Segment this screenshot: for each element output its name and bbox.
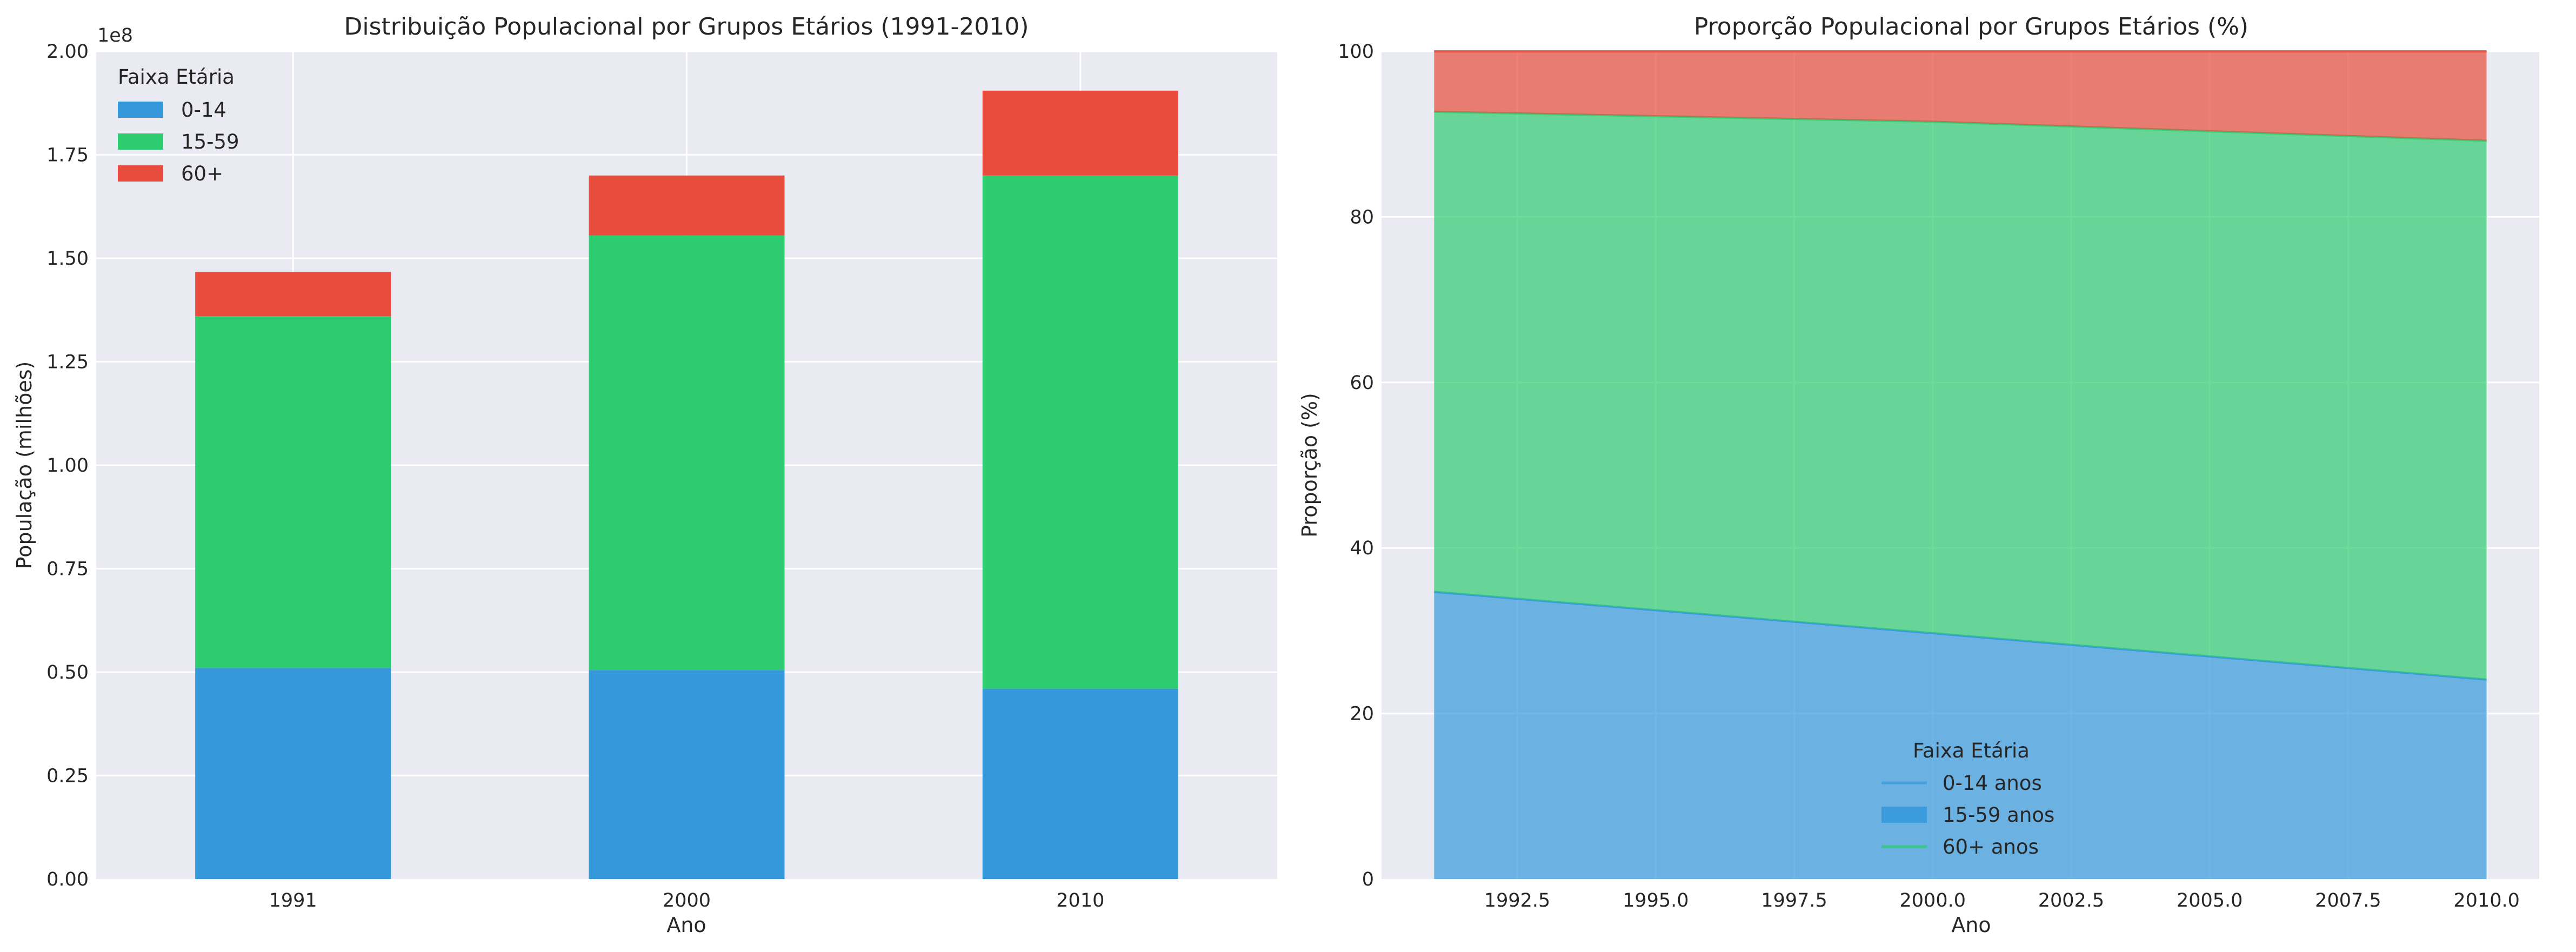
bar-segment-0-14-1991 bbox=[195, 668, 391, 879]
bar-segment-60plus-2000 bbox=[589, 175, 785, 236]
area-marks bbox=[1434, 50, 2487, 879]
area-x-tick-labels: 1992.5 1995.0 1997.5 2000.0 2002.5 2005.0 2007… bbox=[1484, 890, 2520, 911]
bar-legend-swatch-60plus bbox=[118, 165, 163, 182]
bar-x-tick-label: 1991 bbox=[269, 890, 317, 911]
bar-y-tick-label: 1.00 bbox=[46, 455, 89, 477]
bar-x-tick-labels: 1991 2000 2010 bbox=[269, 890, 1105, 911]
bar-x-tick-label: 2000 bbox=[663, 890, 711, 911]
area-band-15-59-anos bbox=[1434, 111, 2487, 680]
bar-y-offset-text: 1e8 bbox=[97, 25, 133, 46]
bar-y-tick-label: 1.25 bbox=[46, 352, 89, 373]
area-y-tick-label: 80 bbox=[1350, 206, 1374, 228]
bar-x-axis-label: Ano bbox=[666, 913, 706, 937]
area-y-tick-label: 20 bbox=[1350, 703, 1374, 725]
bar-segment-0-14-2010 bbox=[982, 688, 1178, 879]
area-legend-swatch-15-59 bbox=[1881, 807, 1927, 823]
area-x-tick-label: 2007.5 bbox=[2315, 890, 2381, 911]
bar-y-tick-label: 1.50 bbox=[46, 248, 89, 270]
area-band-0-14-anos bbox=[1434, 592, 2487, 879]
area-legend-label-15-59: 15-59 anos bbox=[1943, 803, 2054, 827]
bar-legend: Faixa Etária 0-14 15-59 60+ bbox=[118, 65, 239, 185]
bar-y-axis-label: População (milhões) bbox=[12, 361, 36, 569]
area-boundary-line-0-14-anos bbox=[1434, 591, 2487, 681]
area-legend-label-60plus: 60+ anos bbox=[1943, 835, 2039, 859]
area-x-tick-label: 2000.0 bbox=[1900, 890, 1966, 911]
bar-y-tick-label: 0.50 bbox=[46, 662, 89, 683]
bar-x-tick-label: 2010 bbox=[1056, 890, 1104, 911]
area-band-60plus-anos bbox=[1434, 51, 2487, 141]
bar-segment-60plus-2010 bbox=[982, 90, 1178, 176]
bar-segment-15-59-2010 bbox=[982, 175, 1178, 689]
bar-chart-title: Distribuição Populacional por Grupos Etá… bbox=[344, 13, 1029, 41]
stacked-area-chart: 0 20 40 60 80 100 1992.5 1995.0 1997.5 2000.0 200… bbox=[1298, 13, 2539, 937]
area-x-axis-label: Ano bbox=[1951, 913, 1991, 937]
bar-y-tick-label: 1.75 bbox=[46, 145, 89, 166]
area-x-tick-label: 1995.0 bbox=[1623, 890, 1689, 911]
area-y-tick-label: 0 bbox=[1362, 869, 1374, 890]
area-x-tick-label: 1992.5 bbox=[1484, 890, 1550, 911]
bar-legend-title: Faixa Etária bbox=[118, 65, 235, 89]
area-y-axis-label: Proporção (%) bbox=[1298, 393, 1322, 538]
bar-legend-label-0-14: 0-14 bbox=[181, 98, 226, 122]
area-y-tick-labels: 0 20 40 60 80 100 bbox=[1338, 41, 1374, 890]
area-x-tick-label: 2002.5 bbox=[2038, 890, 2104, 911]
area-legend-label-0-14: 0-14 anos bbox=[1943, 772, 2042, 795]
bar-segment-15-59-2000 bbox=[589, 235, 785, 671]
bar-y-tick-labels: 0.00 0.25 0.50 0.75 1.00 1.25 1.50 1.75 2.00 bbox=[46, 41, 89, 890]
bar-legend-swatch-15-59 bbox=[118, 133, 163, 150]
bar-segment-15-59-1991 bbox=[195, 316, 391, 668]
bar-segment-0-14-2000 bbox=[589, 670, 785, 879]
area-y-tick-label: 60 bbox=[1350, 372, 1374, 394]
bar-marks bbox=[195, 90, 1178, 879]
bar-legend-label-15-59: 15-59 bbox=[181, 130, 239, 153]
area-legend-title: Faixa Etária bbox=[1913, 739, 2030, 762]
bar-y-tick-label: 0.75 bbox=[46, 559, 89, 580]
area-x-tick-label: 2005.0 bbox=[2177, 890, 2243, 911]
area-x-tick-label: 2010.0 bbox=[2453, 890, 2519, 911]
area-y-tick-label: 100 bbox=[1338, 41, 1374, 63]
bar-y-tick-label: 0.25 bbox=[46, 766, 89, 787]
bar-y-tick-label: 2.00 bbox=[46, 41, 89, 63]
area-chart-title: Proporção Populacional por Grupos Etário… bbox=[1694, 13, 2248, 41]
bar-segment-60plus-1991 bbox=[195, 272, 391, 317]
bar-legend-label-60plus: 60+ bbox=[181, 162, 223, 185]
area-y-tick-label: 40 bbox=[1350, 538, 1374, 559]
area-x-tick-label: 1997.5 bbox=[1761, 890, 1827, 911]
stacked-bar-chart: 0.00 0.25 0.50 0.75 1.00 1.25 1.50 1.75 2.00 199… bbox=[12, 13, 1277, 937]
area-legend: Faixa Etária 0-14 anos 15-59 anos 60+ an… bbox=[1881, 739, 2054, 859]
bar-y-tick-label: 0.00 bbox=[46, 869, 89, 890]
bar-legend-swatch-0-14 bbox=[118, 102, 163, 118]
